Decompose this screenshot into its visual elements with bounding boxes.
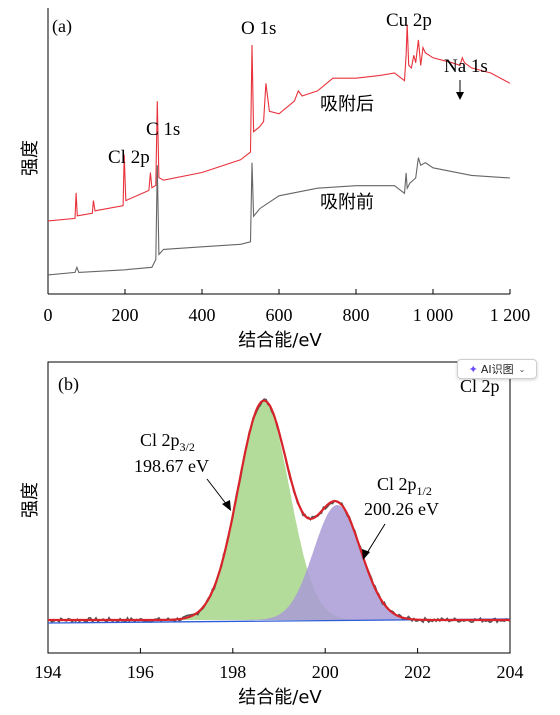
panel-a-y-label: 强度 [20,140,41,176]
peak-label-1-2: Cl 2p1/2 [377,474,432,498]
sparkle-icon: ✦ [468,362,478,376]
panel-a-x-tick-label: 1 200 [490,305,531,325]
peak-label-3-2: Cl 2p3/2 [140,430,195,454]
panel-b-x-tick-label: 200 [312,662,339,682]
envelope-line [48,399,510,622]
panel-b-x-tick-label: 196 [127,662,154,682]
series-line-after-adsorption [47,24,511,222]
annotation-c1s: C 1s [146,119,180,140]
annotation-o1s: O 1s [241,18,276,39]
panel-a-x-label: 结合能/eV [238,330,322,351]
peak-label-1-2-text: Cl 2p [377,474,417,494]
peak-label-3-2-text: Cl 2p [140,430,180,450]
panel-b-x-tick-label: 202 [404,662,431,682]
panel-b-y-label: 强度 [20,482,41,518]
peak-value-3-2: 198.67 eV [134,456,209,476]
panel-a-label: (a) [52,16,72,37]
peak-label-1-2-sub: 1/2 [417,484,432,498]
series-label-after: 吸附后 [320,94,374,115]
na1s-arrow [456,80,464,100]
annotation-cu2p: Cu 2p [386,10,432,31]
panel-b-x-tick-label: 194 [35,662,62,682]
panel-b-label: (b) [58,374,79,395]
panel-b: (b) Cl 2p 194 196 198 200 202 204 Cl 2p3/2 19… [20,361,524,708]
peak-arrow-1-2 [362,523,386,560]
panel-b-title: Cl 2p [460,376,500,396]
peak-arrow-3-2 [206,478,231,511]
panel-a: (a) 0 200 400 600 800 1 000 1 200 吸附后 吸附前 O 1s… [20,8,530,351]
panel-a-x-tick-label: 200 [112,305,139,325]
panel-a-x-tick-label: 400 [189,305,216,325]
peak-value-1-2: 200.26 eV [364,499,439,519]
panel-b-frame [47,361,511,654]
annotation-na1s: Na 1s [444,56,488,77]
series-line-before-adsorption [47,157,511,276]
panel-b-x-tick-label: 198 [219,662,246,682]
panel-b-x-label: 结合能/eV [238,687,322,708]
panel-a-x-tick-label: 800 [343,305,370,325]
chevron-down-icon: ⌄ [518,364,526,374]
panel-b-x-tick-label: 204 [497,662,524,682]
component-area-cl2p-3-2 [48,401,510,620]
ai-recognize-label: AI识图 [480,363,514,376]
panel-a-x-tick-label: 600 [266,305,293,325]
series-label-before: 吸附前 [320,192,374,213]
annotation-cl2p: Cl 2p [108,147,150,168]
panel-a-x-tick-label: 0 [44,305,53,325]
peak-label-3-2-sub: 3/2 [180,440,195,454]
panel-a-x-tick-label: 1 000 [413,305,454,325]
ai-recognize-button[interactable]: ✦ AI识图 ⌄ [457,359,537,379]
